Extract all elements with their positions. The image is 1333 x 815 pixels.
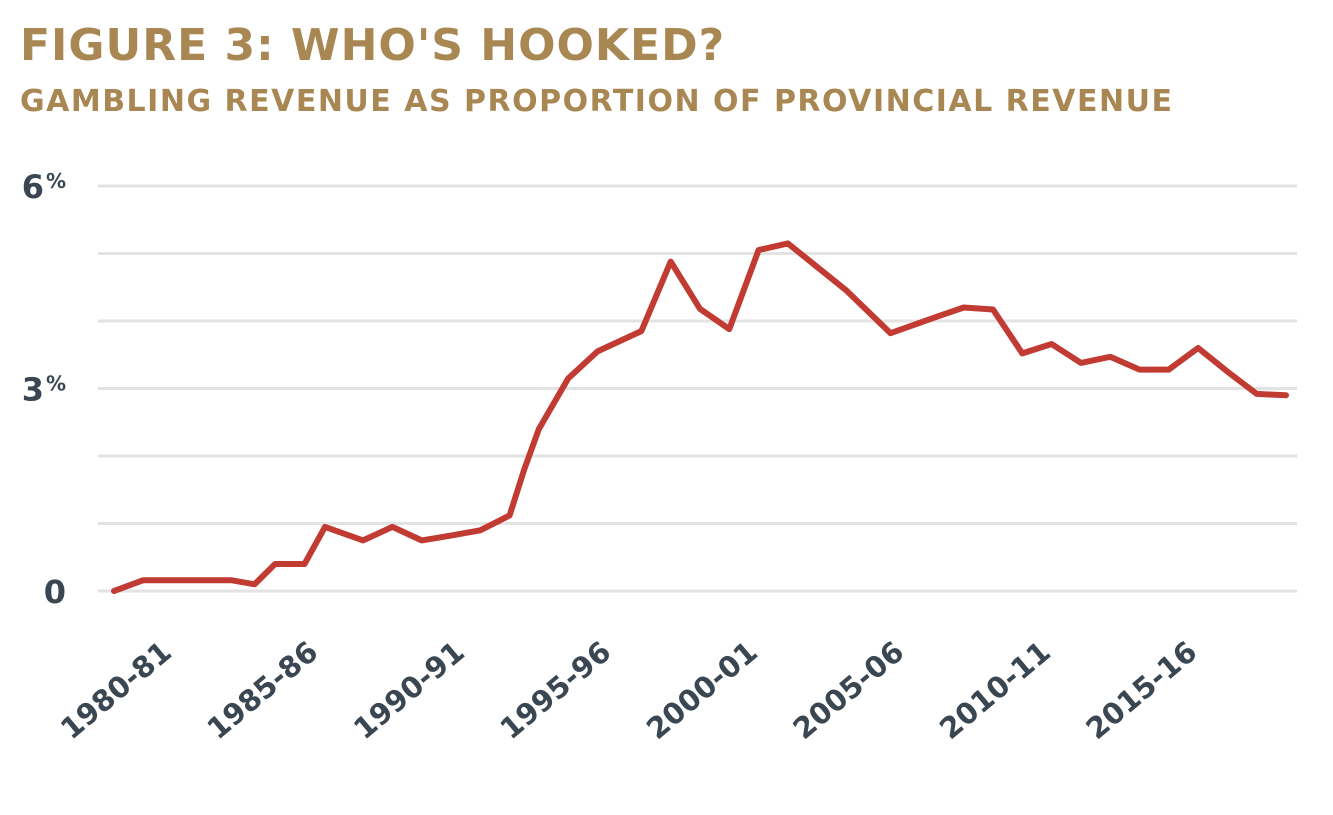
y-tick-label: 3%: [22, 371, 66, 409]
x-tick-label: 2010-11: [933, 634, 1057, 746]
x-tick-label: 2015-16: [1079, 634, 1203, 746]
series-line: [111, 240, 1289, 594]
y-axis-ticks: 6 %3 %0: [22, 168, 66, 611]
x-tick-label: 1995-96: [493, 634, 617, 746]
x-axis-ticks: 1980-81 1985-86 1990-91 1995-96 2000-01 2005-…: [54, 634, 1203, 746]
x-tick-label: 1980-81: [54, 634, 178, 746]
chart-subtitle: GAMBLING REVENUE AS PROPORTION OF PROVIN…: [20, 84, 1174, 119]
series-layer: [111, 240, 1289, 594]
y-tick-label: 6%: [22, 168, 66, 206]
x-tick-label: 2000-01: [640, 634, 764, 746]
y-tick-value: 3: [22, 371, 44, 409]
y-tick-label: 0: [44, 573, 66, 611]
y-tick-unit: %: [46, 169, 66, 193]
x-tick-label: 2005-06: [786, 634, 910, 746]
y-tick-value: 0: [44, 573, 66, 611]
chart-title: FIGURE 3: WHO'S HOOKED?: [20, 20, 726, 71]
y-tick-value: 6: [22, 168, 44, 206]
x-tick-label: 1990-91: [347, 634, 471, 746]
gridlines: [98, 184, 1297, 593]
y-tick-unit: %: [46, 372, 66, 396]
x-tick-label: 1985-86: [200, 634, 324, 746]
